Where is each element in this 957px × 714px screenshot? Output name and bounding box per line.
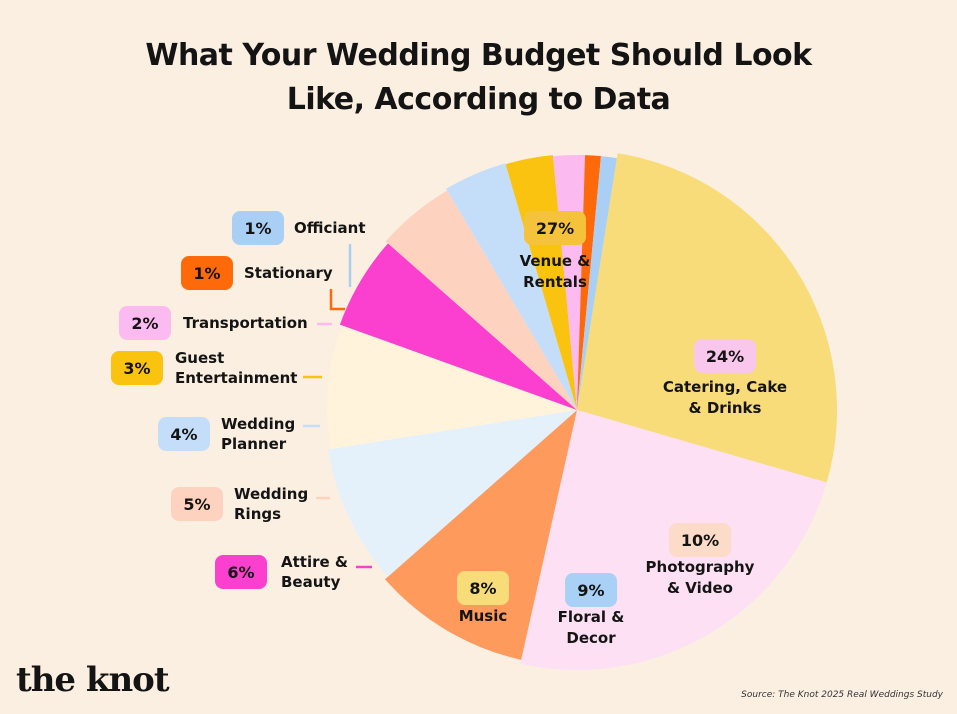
category-label: Beauty [281,573,341,591]
slice-label-3: 10% Photography & Video [646,523,755,597]
slice-label-10: 2% Transportation [119,306,332,340]
category-label: Wedding [221,415,295,433]
leader-line [329,289,345,311]
slice-label-12: 1% Officiant [232,211,365,287]
the-knot-logo: the knot [16,660,170,700]
slice-label-8: 4% Wedding Planner [158,415,320,453]
category-label: Attire & [281,553,348,571]
category-label: Venue & [520,252,591,270]
category-label: Rentals [523,273,587,291]
pie-slice-1 [577,153,838,483]
percent-label: 24% [706,347,744,366]
percent-badge [158,417,210,451]
pie-slice-11 [577,155,601,410]
chart-title: What Your Wedding Budget Should Look Lik… [0,34,957,122]
category-label: & Drinks [689,399,762,417]
pie-slice-9 [505,155,577,410]
pie-slice-5 [327,325,577,450]
percent-badge [181,256,233,290]
pie-slice-4 [328,410,577,577]
category-label: Photography [646,558,755,576]
percent-label: 27% [536,219,574,238]
percent-badge [232,211,284,245]
percent-label: 4% [170,425,197,444]
slice-label-11: 1% Stationary [181,256,345,311]
pie-slice-6 [339,243,577,410]
percent-badge [565,573,617,607]
percent-badge [524,211,586,245]
source-note: Source: The Knot 2025 Real Weddings Stud… [741,690,943,700]
pie-slice-8 [446,163,577,410]
percent-label: 9% [577,581,604,600]
pie-slice-12 [577,156,617,410]
category-label: Wedding [234,485,308,503]
category-label: Music [459,607,508,625]
percent-label: 8% [469,579,496,598]
percent-badge [669,523,731,557]
percent-badge [111,351,163,385]
category-label: Stationary [244,264,333,282]
category-label: Officiant [294,219,365,237]
slice-label-9: 3% Guest Entertainment [111,349,322,387]
category-label: Entertainment [175,369,297,387]
category-label: Guest [175,349,224,367]
percent-badge [457,571,509,605]
percent-label: 10% [681,531,719,550]
percent-badge [694,339,756,373]
percent-badge [215,555,267,589]
percent-badge [119,306,171,340]
percent-label: 3% [123,359,150,378]
slice-label-1: 27% Venue & Rentals [520,211,591,291]
percent-label: 2% [131,314,158,333]
chart-title-line-1: What Your Wedding Budget Should Look [145,38,812,73]
slice-label-4: 9% Floral & Decor [558,573,625,647]
percent-label: 5% [183,495,210,514]
category-label: Rings [234,505,281,523]
category-label: Decor [566,629,616,647]
chart-title-line-2: Like, According to Data [286,82,671,117]
slice-label-6: 6% Attire & Beauty [215,553,372,591]
category-label: & Video [667,579,733,597]
category-label: Catering, Cake [663,378,787,396]
slice-label-5: 8% Music [457,571,509,625]
slice-label-2: 24% Catering, Cake & Drinks [663,339,787,417]
percent-label: 6% [227,563,254,582]
category-label: Transportation [183,314,308,332]
category-label: Floral & [558,608,625,626]
category-label: Planner [221,435,287,453]
percent-label: 1% [193,264,220,283]
pie-slice-3 [384,410,577,660]
slice-label-7: 5% Wedding Rings [171,485,330,523]
percent-badge [171,487,223,521]
pie-slice-7 [385,190,577,410]
percent-label: 1% [244,219,271,238]
